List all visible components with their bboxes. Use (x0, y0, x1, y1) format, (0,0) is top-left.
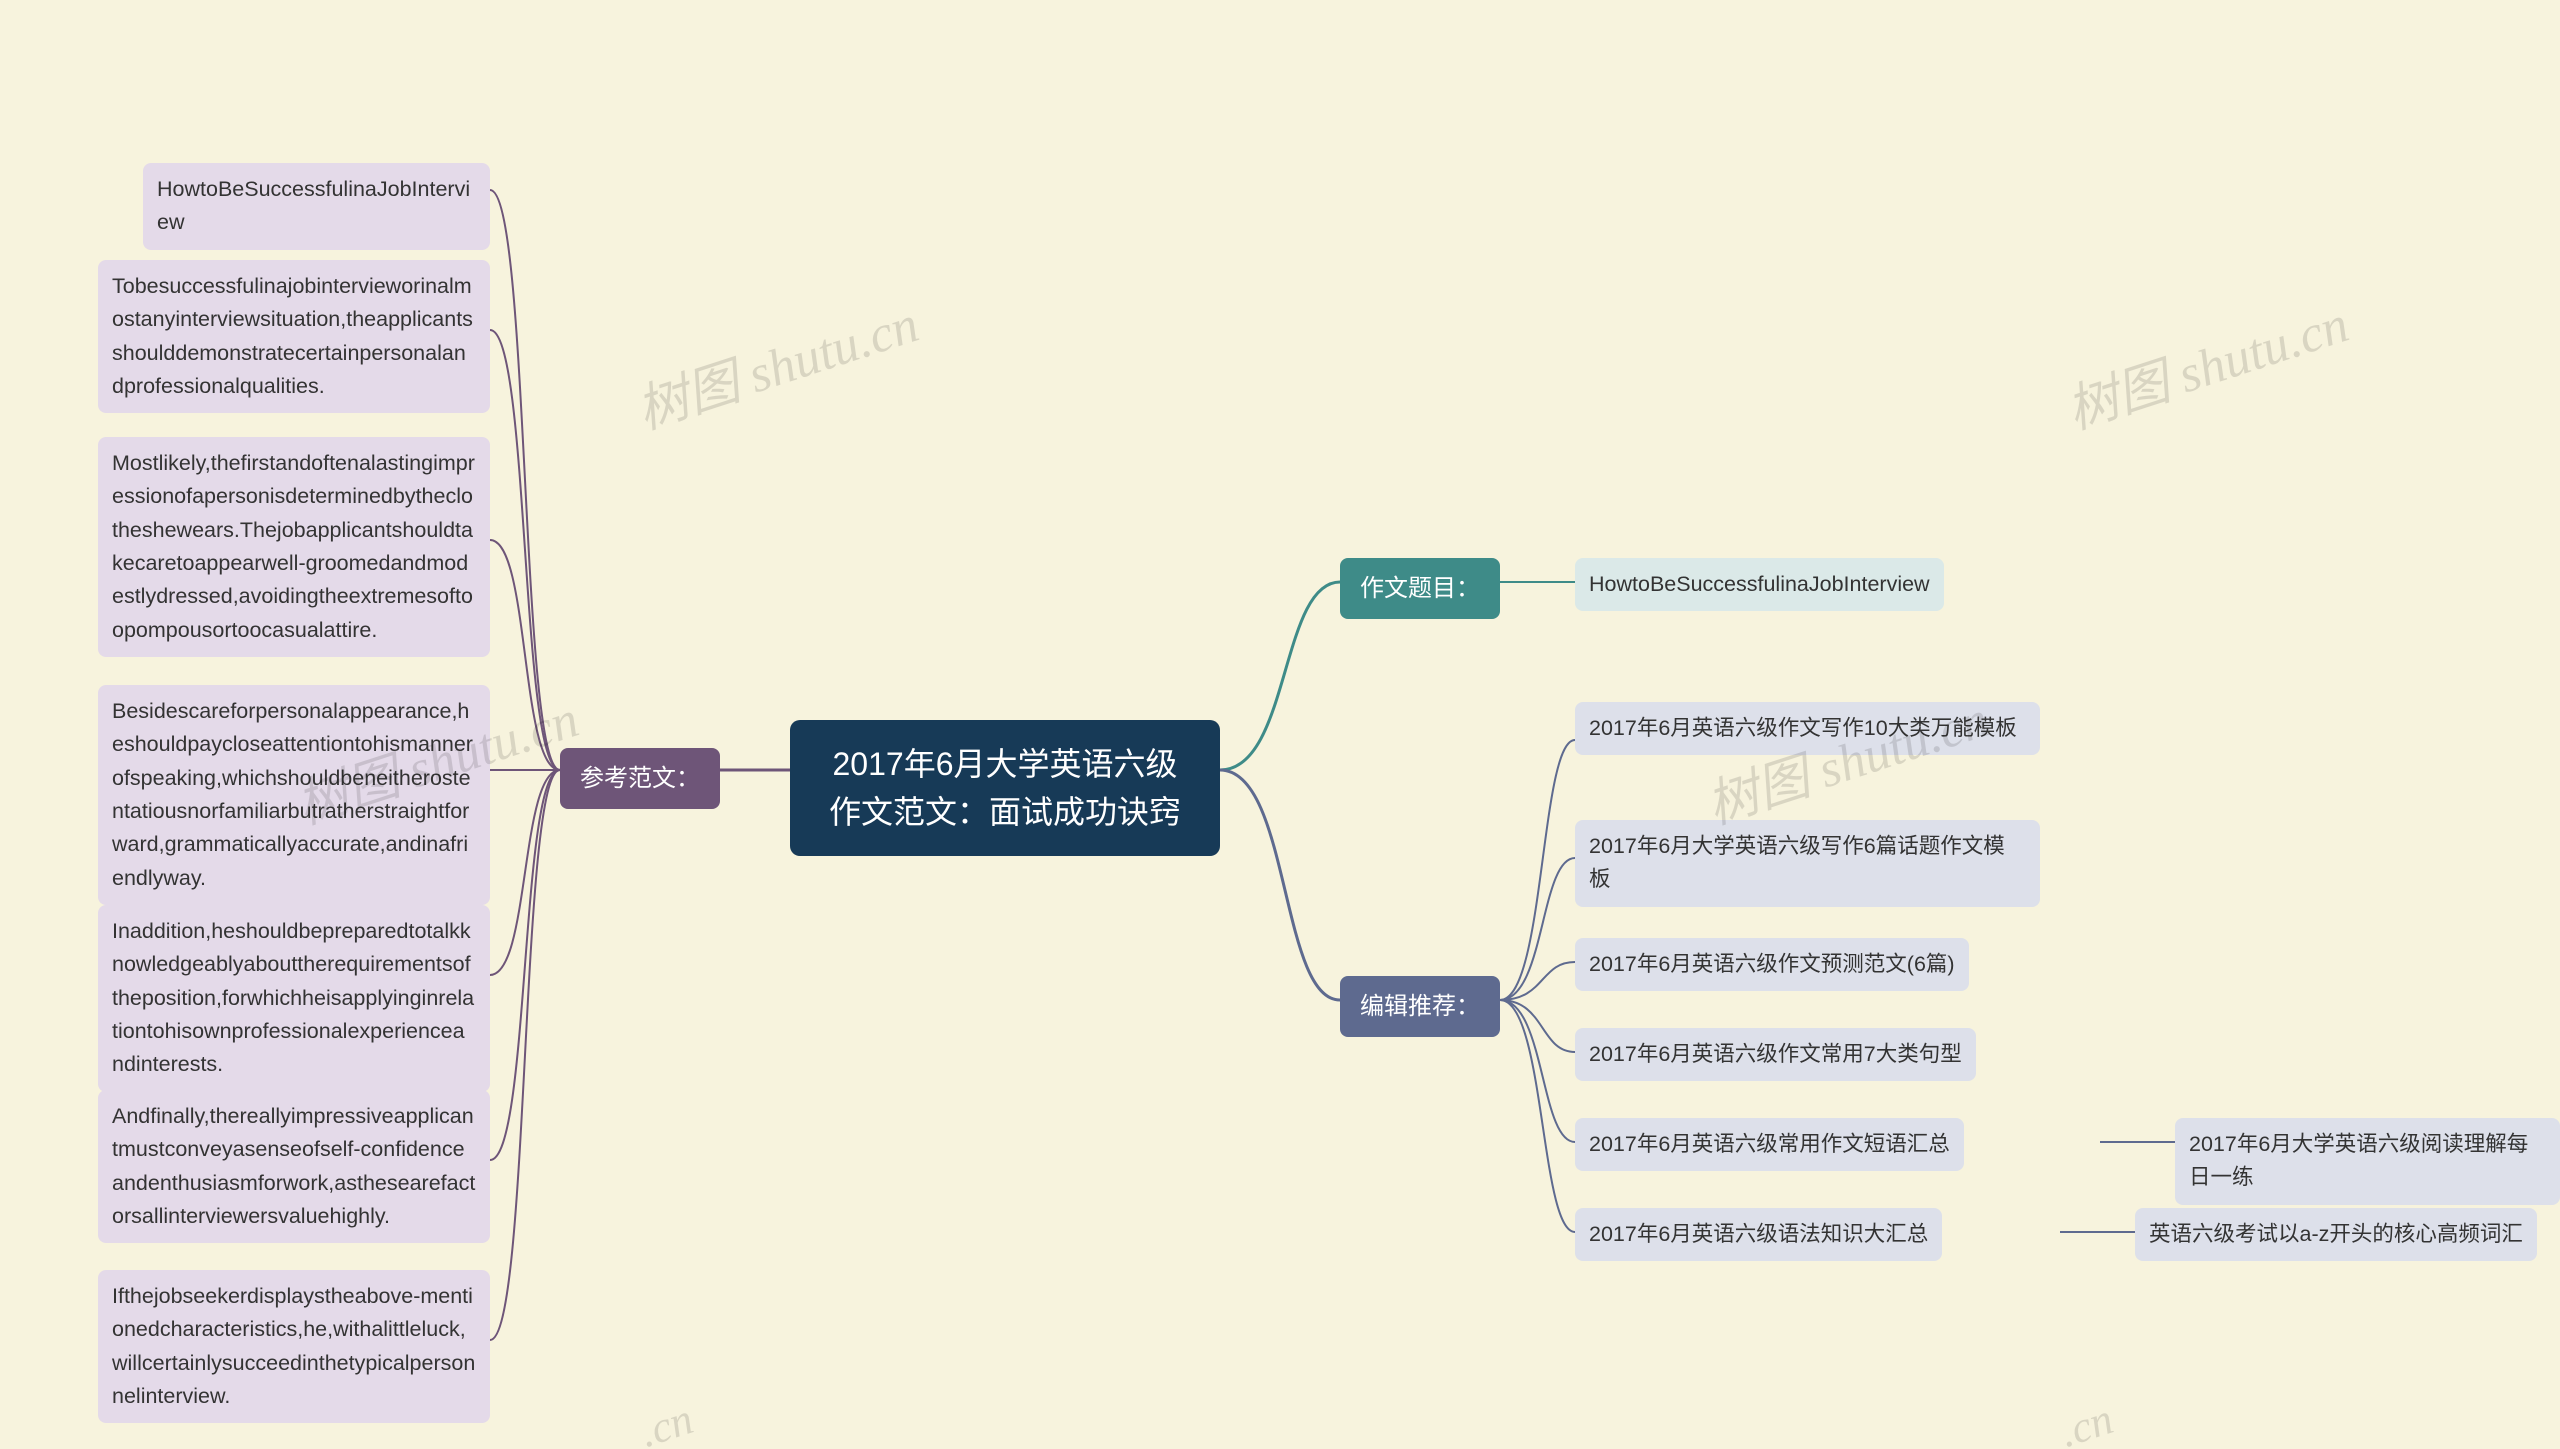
reference-leaf-6[interactable]: Andfinally,thereallyimpressiveapplicantm… (98, 1090, 490, 1243)
watermark: 树图 shutu.cn (2056, 282, 2357, 443)
branch-reference-label: 参考范文： (580, 765, 700, 792)
watermark: 树图 shutu.cn (626, 282, 927, 443)
watermark: 树图 shutu.cn (1696, 677, 1997, 838)
root-node[interactable]: 2017年6月大学英语六级作文范文：面试成功诀窍 (790, 720, 1220, 856)
leaf-text: 2017年6月英语六级作文预测范文(6篇) (1589, 952, 1955, 976)
leaf-text: Tobesuccessfulinajobintervieworinalmosta… (112, 274, 473, 398)
branch-recommend[interactable]: 编辑推荐： (1340, 976, 1500, 1037)
recommend-leaf-2[interactable]: 2017年6月大学英语六级写作6篇话题作文模板 (1575, 820, 2040, 907)
watermark: .cn (2053, 1393, 2119, 1449)
recommend-leaf-5-child[interactable]: 2017年6月大学英语六级阅读理解每日一练 (2175, 1118, 2560, 1205)
branch-topic[interactable]: 作文题目： (1340, 558, 1500, 619)
topic-leaf-1[interactable]: HowtoBeSuccessfulinaJobInterview (1575, 558, 1944, 611)
leaf-text: 英语六级考试以a-z开头的核心高频词汇 (2149, 1222, 2523, 1246)
reference-leaf-1[interactable]: HowtoBeSuccessfulinaJobInterview (143, 163, 490, 250)
leaf-text: Besidescareforpersonalappearance,heshoul… (112, 699, 473, 890)
recommend-leaf-6[interactable]: 2017年6月英语六级语法知识大汇总 (1575, 1208, 1942, 1261)
reference-leaf-5[interactable]: Inaddition,heshouldbepreparedtotalkknowl… (98, 905, 490, 1092)
leaf-text: 2017年6月英语六级作文常用7大类句型 (1589, 1042, 1962, 1066)
leaf-text: 2017年6月大学英语六级写作6篇话题作文模板 (1589, 834, 2005, 891)
leaf-text: 2017年6月英语六级作文写作10大类万能模板 (1589, 716, 2017, 740)
reference-leaf-7[interactable]: Ifthejobseekerdisplaystheabove-mentioned… (98, 1270, 490, 1423)
branch-topic-label: 作文题目： (1360, 575, 1480, 602)
branch-recommend-label: 编辑推荐： (1360, 993, 1480, 1020)
recommend-leaf-6-child[interactable]: 英语六级考试以a-z开头的核心高频词汇 (2135, 1208, 2537, 1261)
leaf-text: 2017年6月英语六级常用作文短语汇总 (1589, 1132, 1950, 1156)
watermark: .cn (633, 1393, 699, 1449)
recommend-leaf-5[interactable]: 2017年6月英语六级常用作文短语汇总 (1575, 1118, 1964, 1171)
reference-leaf-4[interactable]: Besidescareforpersonalappearance,heshoul… (98, 685, 490, 905)
reference-leaf-2[interactable]: Tobesuccessfulinajobintervieworinalmosta… (98, 260, 490, 413)
leaf-text: HowtoBeSuccessfulinaJobInterview (157, 177, 470, 234)
recommend-leaf-3[interactable]: 2017年6月英语六级作文预测范文(6篇) (1575, 938, 1969, 991)
leaf-text: Mostlikely,thefirstandoftenalastingimpre… (112, 451, 475, 642)
branch-reference[interactable]: 参考范文： (560, 748, 720, 809)
root-label: 2017年6月大学英语六级作文范文：面试成功诀窍 (829, 746, 1181, 830)
leaf-text: Andfinally,thereallyimpressiveapplicantm… (112, 1104, 475, 1228)
leaf-text: HowtoBeSuccessfulinaJobInterview (1589, 572, 1930, 596)
recommend-leaf-1[interactable]: 2017年6月英语六级作文写作10大类万能模板 (1575, 702, 2040, 755)
mindmap-canvas: 2017年6月大学英语六级作文范文：面试成功诀窍 参考范文： HowtoBeSu… (0, 0, 2560, 1449)
recommend-leaf-4[interactable]: 2017年6月英语六级作文常用7大类句型 (1575, 1028, 1976, 1081)
leaf-text: Inaddition,heshouldbepreparedtotalkknowl… (112, 919, 474, 1076)
reference-leaf-3[interactable]: Mostlikely,thefirstandoftenalastingimpre… (98, 437, 490, 657)
leaf-text: Ifthejobseekerdisplaystheabove-mentioned… (112, 1284, 475, 1408)
leaf-text: 2017年6月英语六级语法知识大汇总 (1589, 1222, 1928, 1246)
leaf-text: 2017年6月大学英语六级阅读理解每日一练 (2189, 1132, 2528, 1189)
